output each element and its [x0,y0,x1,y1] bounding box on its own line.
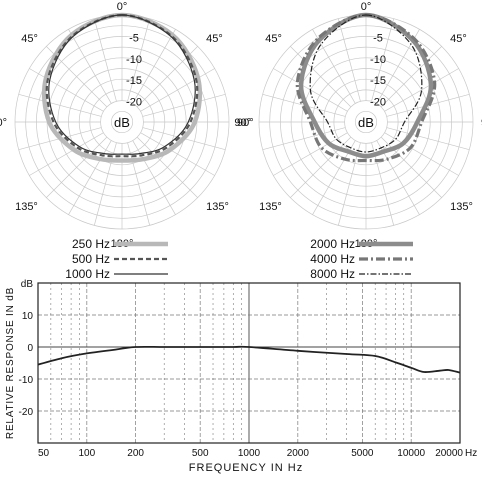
polar-spoke [136,136,198,198]
polar-spoke [384,132,459,176]
polar-series-line [295,13,437,163]
x-tick-label: 1000 [238,448,261,459]
polar-spoke [140,132,215,176]
polar-ring-label: -10 [126,54,142,66]
polar-spoke [132,29,176,104]
legend-label: 8000 Hz [310,267,355,281]
y-tick-label: -10 [19,375,34,386]
polar-spoke [142,93,226,117]
polar-angle-label: 135° [206,201,229,213]
polar-spoke [290,136,352,198]
legend-label: 500 Hz [72,252,110,266]
polar-series-line [48,14,196,155]
polar-spoke [68,140,112,215]
polar-center-label: dB [358,115,374,130]
x-tick-label: 2000 [287,448,310,459]
y-axis-title: RELATIVE RESPONSE IN dB [5,287,16,439]
x-tick-label: 10000 [397,448,425,459]
polar-spoke [140,68,215,112]
polar-ring-label: -5 [129,32,139,44]
polar-spoke [273,132,348,176]
polar-ring-label: -5 [373,32,383,44]
polar-angle-label: 90° [237,117,254,129]
polar-spoke [93,142,117,226]
polar-angle-label: 0° [361,1,372,13]
polar-angle-label: 90° [234,117,251,129]
y-tick-label: -20 [19,407,34,418]
legend-label: 2000 Hz [310,237,355,251]
x-tick-label: 200 [127,448,144,459]
polar-series-line [309,14,423,153]
y-tick-label: 0 [27,343,33,354]
polar-angle-label: 45° [450,33,467,45]
polar-spoke [337,18,361,102]
plot-frame [37,282,461,444]
polar-ring-label: -15 [370,75,386,87]
polar-ring [110,110,134,134]
polar-angle-label: 90° [0,117,7,129]
polar-spoke [132,140,176,215]
polar-spoke [290,46,352,108]
polar-ring [354,110,378,134]
polar-angle-label: 45° [21,33,38,45]
x-tick-label: 100 [78,448,95,459]
x-tick-label: 500 [192,448,209,459]
x-tick-label: 50 [38,448,50,459]
polar-ring-label: -20 [126,97,142,109]
polar-ring-label: -10 [370,54,386,66]
legend-label: 1000 Hz [65,267,110,281]
polar-series-line [45,13,199,158]
y-tick-label: 10 [22,311,34,322]
x-unit-label: Hz [465,448,477,459]
polar-ring-label: -15 [126,75,142,87]
legend-label: 250 Hz [72,237,110,251]
polar-spoke [68,29,112,104]
polar-series-line [298,12,434,159]
polar-angle-label: 135° [15,201,38,213]
polar-spoke [93,18,117,102]
polar-spoke [127,142,151,226]
polar-angle-label: 45° [206,33,223,45]
y-unit-label: dB [21,279,34,290]
polar-center-label: dB [114,115,130,130]
legend-label: 4000 Hz [310,252,355,266]
polar-spoke [29,68,104,112]
polar-ring-label: -20 [370,97,386,109]
response-curve [37,345,461,374]
x-axis-title: FREQUENCY IN Hz [189,462,303,474]
polar-spoke [29,132,104,176]
polar-spoke [371,18,395,102]
polar-series-line [41,12,203,163]
polar-spoke [18,93,102,117]
polar-angle-label: 0° [117,1,128,13]
polar-angle-label: 135° [259,201,282,213]
polar-angle-label: 135° [450,201,473,213]
x-tick-label: 5000 [351,448,374,459]
polar-spoke [127,18,151,102]
polar-spoke [46,136,108,198]
polar-angle-label: 45° [265,33,282,45]
polar-spoke [384,68,459,112]
polar-spoke [380,46,442,108]
x-tick-label: 20000 [435,448,463,459]
